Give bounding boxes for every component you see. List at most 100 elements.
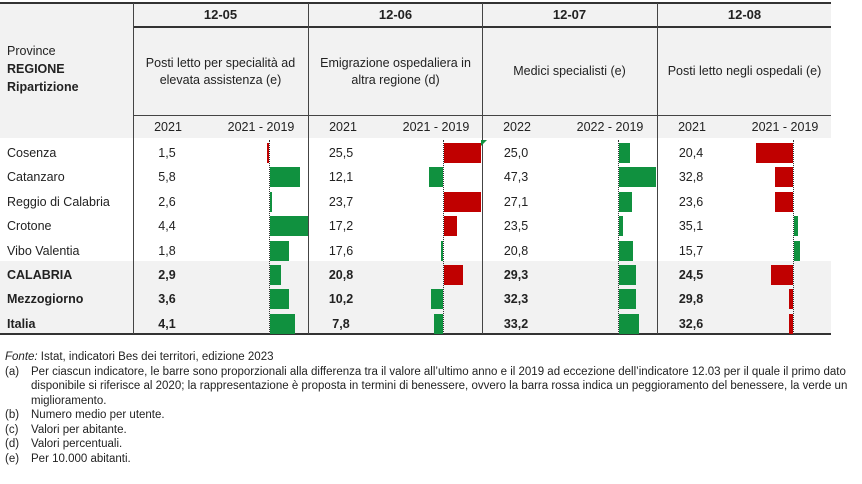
value-cell: 1,5: [158, 146, 176, 160]
bar-12-06-2: [444, 191, 481, 212]
indicator-title: Medici specialisti (e): [513, 64, 626, 78]
value-cell: 2,9: [158, 268, 176, 282]
axis-12-07: [618, 140, 619, 334]
bar-12-07-7: [619, 313, 639, 334]
indicator-code: 12-08: [727, 7, 762, 22]
value-cell: 12,1: [328, 170, 354, 185]
divider-12-06: [482, 3, 483, 334]
value-cell: 27,1: [503, 194, 529, 209]
value-cell: 5,8: [158, 170, 176, 185]
stub-province: Province: [7, 44, 56, 58]
bar-12-07-2: [619, 191, 632, 212]
value-cell: 35,1: [678, 219, 704, 234]
bar-12-05-3: [270, 216, 308, 237]
bar-12-07-1: [619, 167, 656, 188]
value-cell: 23,6: [678, 194, 704, 209]
value-cell: 15,7: [678, 243, 704, 258]
change-header: 2021 - 2019: [751, 119, 819, 134]
value-cell: 47,3: [503, 170, 529, 185]
bar-12-08-4: [794, 240, 800, 261]
value-cell: 2,6: [158, 194, 176, 209]
bar-12-05-6: [270, 289, 289, 310]
footnote-key: (d): [5, 438, 20, 450]
summary-rows-background: [0, 261, 831, 334]
bar-12-07-5: [619, 265, 637, 285]
value-cell: 24,5: [678, 268, 704, 282]
axis-12-06: [443, 140, 444, 334]
value-cell: 32,3: [503, 292, 529, 307]
bar-12-05-2: [270, 191, 272, 212]
value-cell: 29,3: [503, 268, 529, 282]
row-label: Italia: [7, 316, 36, 331]
footnote-key: (a): [5, 365, 20, 378]
bar-12-08-3: [794, 216, 798, 237]
value-cell: 4,1: [158, 316, 176, 331]
value-cell: 33,2: [503, 316, 529, 331]
bar-12-07-4: [619, 240, 634, 261]
footnote-text: Valori percentuali.: [31, 438, 123, 450]
value-cell: 25,5: [328, 146, 354, 160]
value-cell: 32,6: [678, 316, 704, 331]
row-label: Catanzaro: [7, 170, 65, 185]
bar-12-05-7: [270, 313, 295, 334]
change-header: 2022 - 2019: [576, 119, 644, 134]
bar-12-05-0: [267, 143, 269, 163]
footnote-key: (c): [5, 423, 19, 436]
value-cell: 29,8: [678, 292, 704, 307]
indicator-title: Posti letto per specialità ad elevata as…: [145, 55, 296, 87]
year-header: 2021: [154, 119, 182, 134]
value-cell: 20,8: [328, 268, 354, 282]
source-line: Fonte: Istat, indicatori Bes dei territo…: [5, 350, 855, 365]
value-cell: 25,0: [503, 146, 529, 160]
bar-12-08-6: [789, 289, 793, 310]
bar-12-06-6: [430, 289, 443, 310]
row-label: Cosenza: [7, 146, 57, 160]
change-header: 2021 - 2019: [402, 119, 470, 134]
footnote-key: (e): [5, 452, 20, 465]
bar-12-08-1: [774, 167, 793, 188]
bar-12-05-4: [270, 240, 289, 261]
indicator-code: 12-05: [203, 7, 238, 22]
axis-12-08: [793, 140, 794, 334]
value-cell: 1,8: [158, 243, 176, 258]
value-cell: 17,2: [328, 219, 354, 234]
indicator-code: 12-07: [552, 7, 587, 22]
year-header: 2021: [678, 119, 706, 134]
stub-regione: REGIONE: [7, 62, 65, 76]
indicator-code: 12-06: [378, 7, 413, 22]
value-cell: 20,8: [503, 243, 529, 258]
divider-12-07: [657, 3, 658, 334]
divider-12-05: [308, 3, 309, 334]
bar-12-05-5: [270, 265, 282, 285]
bar-12-08-7: [789, 313, 793, 334]
footnote-item: (a) Per ciascun indicatore, le barre sono…: [5, 365, 855, 409]
value-cell: 3,6: [158, 292, 176, 307]
footnote-text: Valori per abitante.: [31, 423, 127, 436]
table-bottom-border: [0, 333, 831, 335]
table-top-border: [0, 2, 831, 4]
footnote-item: (e) Per 10.000 abitanti.: [5, 452, 855, 467]
source-label: Fonte:: [5, 351, 38, 363]
cell-comment-marker: [481, 140, 487, 146]
bar-12-06-0: [444, 143, 481, 163]
footnote-item: (b) Numero medio per utente.: [5, 408, 855, 423]
row-label: Crotone: [7, 219, 52, 234]
footnote-text: Per 10.000 abitanti.: [31, 452, 131, 465]
bar-12-08-2: [774, 191, 793, 212]
value-cell: 23,7: [328, 194, 354, 209]
stub-header: Province REGIONE Ripartizione: [7, 42, 79, 96]
footnote-item: (d) Valori percentuali.: [5, 437, 855, 452]
source-text: Istat, indicatori Bes dei territori, edi…: [37, 351, 274, 363]
value-cell: 10,2: [328, 292, 354, 307]
year-header: 2022: [503, 119, 531, 134]
value-cell: 17,6: [328, 243, 354, 258]
axis-12-05: [269, 140, 270, 334]
divider-stub: [133, 3, 134, 334]
value-cell: 20,4: [678, 146, 704, 160]
bar-12-06-4: [441, 240, 443, 261]
value-cell: 4,4: [158, 219, 176, 234]
value-cell: 23,5: [503, 219, 529, 234]
value-cell: 32,8: [678, 170, 704, 185]
bar-12-06-5: [444, 265, 463, 285]
bar-12-06-3: [444, 216, 457, 237]
